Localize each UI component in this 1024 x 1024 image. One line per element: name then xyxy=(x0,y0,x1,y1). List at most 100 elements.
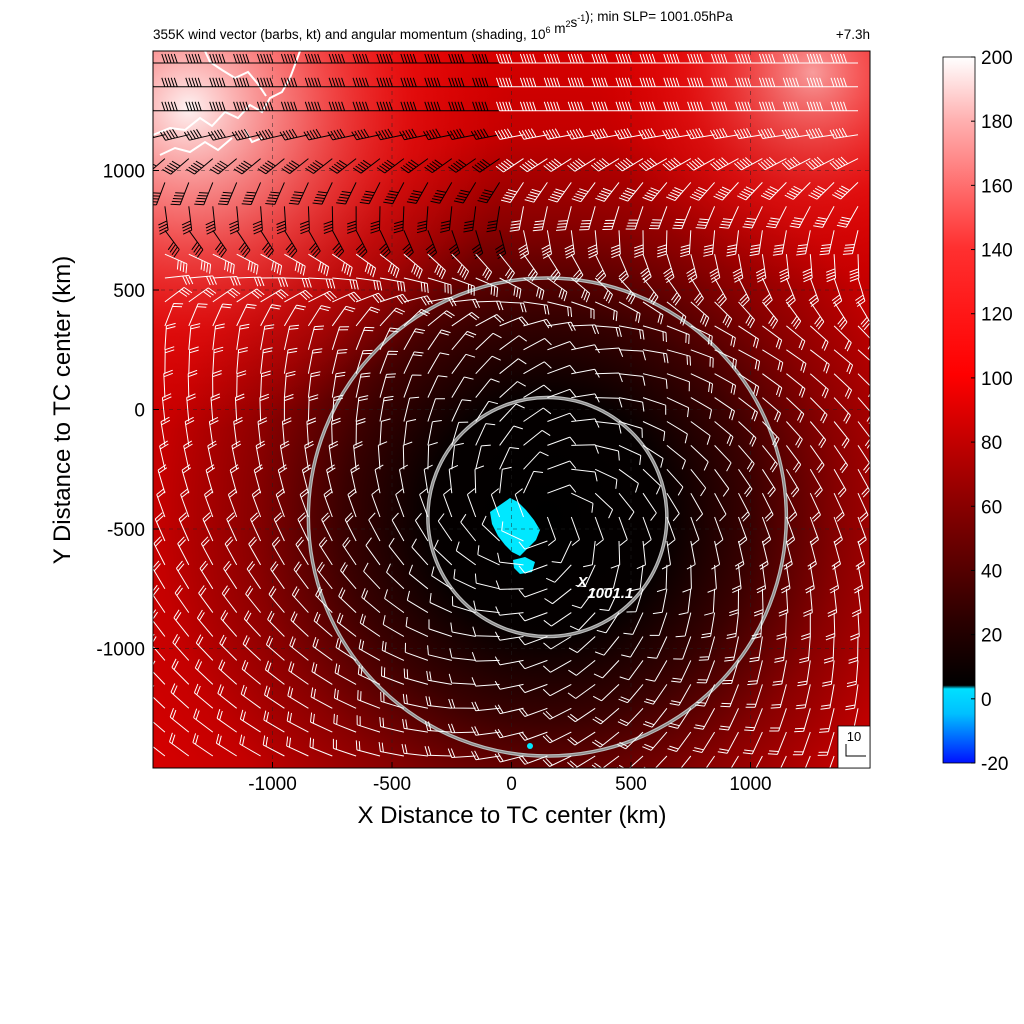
min-slp-label: 1001.1 xyxy=(587,585,633,602)
wind-barb xyxy=(532,206,548,232)
wind-barb xyxy=(698,636,716,661)
wind-barb xyxy=(331,349,348,374)
wind-barb xyxy=(724,636,739,662)
wind-barb xyxy=(174,585,190,613)
wind-barb xyxy=(288,182,309,205)
wind-barb xyxy=(592,684,620,702)
wind-barb xyxy=(187,369,198,398)
wind-barb xyxy=(830,53,858,64)
wind-barb xyxy=(316,561,333,590)
wind-barb xyxy=(680,755,692,768)
wind-barb xyxy=(403,668,429,685)
wind-barb xyxy=(769,708,787,732)
wind-barb xyxy=(795,684,811,710)
wind-barb xyxy=(427,329,451,351)
wind-barb xyxy=(737,516,748,546)
wind-barb xyxy=(776,612,787,640)
wind-barb xyxy=(714,373,737,395)
wind-barb xyxy=(636,540,646,570)
wind-barb xyxy=(542,755,572,767)
wind-barb xyxy=(499,447,520,470)
colorbar-tick-label: 180 xyxy=(981,112,1013,133)
wind-barb xyxy=(642,325,667,343)
wind-barb xyxy=(193,683,214,709)
wind-barb xyxy=(846,660,859,688)
wind-barb xyxy=(618,349,646,361)
wind-barb xyxy=(857,301,870,331)
wind-barb xyxy=(280,53,309,64)
wind-barb xyxy=(745,684,763,708)
x-tick-label: 1000 xyxy=(729,774,771,795)
wind-barb xyxy=(711,77,739,88)
wind-barb xyxy=(233,77,261,88)
wind-barb xyxy=(236,303,257,327)
wind-barb xyxy=(690,468,707,497)
wind-barb xyxy=(474,465,485,494)
wind-barb xyxy=(595,397,623,408)
wind-barb xyxy=(233,53,261,64)
wind-barb xyxy=(596,612,620,634)
wind-barb xyxy=(757,127,787,139)
wind-barb xyxy=(642,301,664,325)
wind-barb xyxy=(610,540,621,569)
wind-barb xyxy=(623,612,644,635)
wind-barb xyxy=(682,564,692,593)
wind-barb xyxy=(226,512,238,542)
wind-barb xyxy=(821,660,835,687)
wind-barb xyxy=(475,314,505,327)
wind-barb xyxy=(594,301,618,322)
wind-barb xyxy=(587,230,598,259)
wind-barb xyxy=(523,384,552,399)
wind-barb xyxy=(192,733,214,757)
wind-barb xyxy=(499,466,512,494)
wind-barb xyxy=(690,516,700,546)
wind-barb xyxy=(687,101,715,112)
wind-barb xyxy=(210,393,221,422)
x-tick-label: -500 xyxy=(373,774,411,795)
reference-barb: 10 xyxy=(837,725,871,769)
wind-barb xyxy=(451,596,476,614)
wind-barb xyxy=(610,230,621,259)
wind-barb xyxy=(399,128,429,141)
wind-barb xyxy=(673,636,692,660)
wind-barb xyxy=(355,292,385,304)
wind-barb xyxy=(470,128,500,140)
wind-barb xyxy=(582,540,596,568)
wind-barb xyxy=(250,512,262,542)
wind-barb xyxy=(704,588,716,616)
wind-barb xyxy=(321,512,333,542)
wind-barb xyxy=(331,305,356,327)
wind-barb xyxy=(618,277,636,305)
wind-barb xyxy=(331,371,346,398)
wind-barb xyxy=(792,731,811,756)
wind-barb xyxy=(761,277,773,307)
wind-barb xyxy=(714,397,735,421)
wind-barb xyxy=(690,277,704,307)
wind-barb xyxy=(424,721,452,733)
wind-barb xyxy=(789,206,811,229)
wind-barb xyxy=(808,277,819,307)
wind-barb xyxy=(523,301,550,315)
wind-barb xyxy=(426,670,452,685)
wind-barb xyxy=(427,420,442,446)
wind-barb xyxy=(267,610,285,637)
wind-barb xyxy=(259,393,270,422)
wind-barb xyxy=(406,182,429,204)
wind-barb xyxy=(471,652,500,662)
wind-barb xyxy=(732,254,744,283)
wind-barb xyxy=(234,393,245,422)
wind-barb xyxy=(666,421,688,444)
wind-barb xyxy=(448,464,459,494)
y-axis-title: Y Distance to TC center (km) xyxy=(49,256,76,565)
wind-barb xyxy=(475,355,501,375)
wind-barb xyxy=(158,206,169,235)
wind-barb xyxy=(571,301,595,320)
forecast-time: +7.3h xyxy=(836,27,870,42)
wind-barb xyxy=(305,158,333,174)
wind-barb xyxy=(205,206,216,235)
x-tick-label: 0 xyxy=(506,774,517,795)
wind-barb xyxy=(809,373,829,399)
wind-barb xyxy=(518,731,548,741)
wind-barb xyxy=(570,516,580,546)
